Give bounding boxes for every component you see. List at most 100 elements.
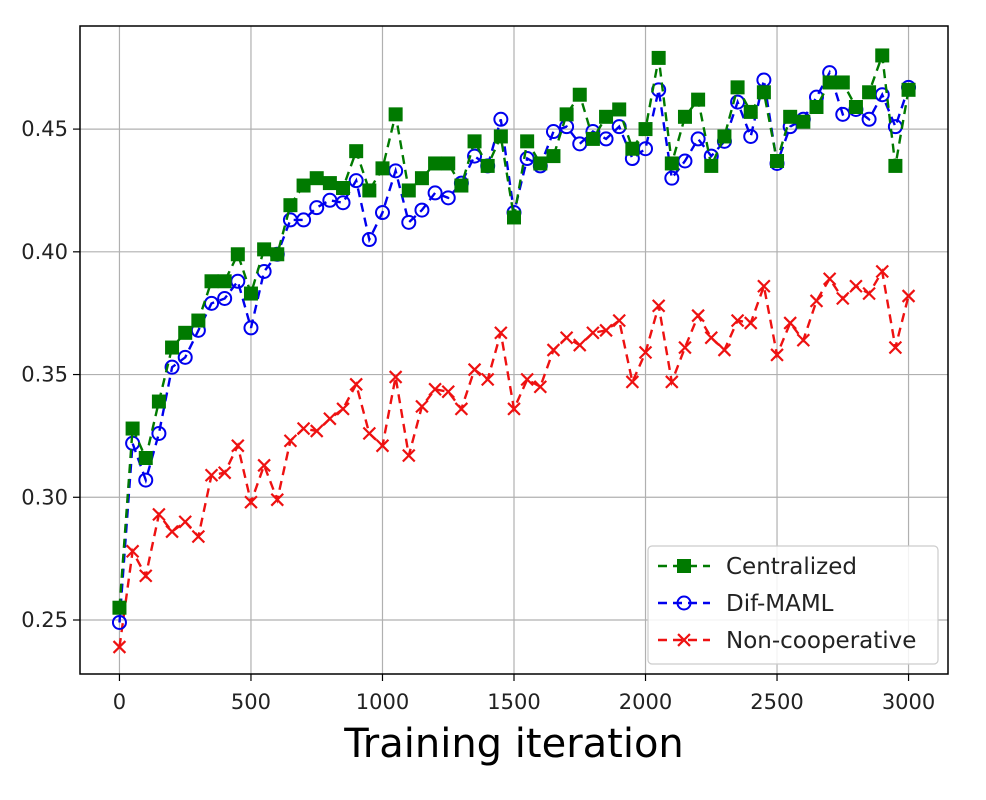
x-tick-label: 2000 xyxy=(619,690,672,714)
data-point xyxy=(651,50,666,65)
data-point xyxy=(335,195,351,211)
data-point xyxy=(230,247,245,262)
data-point xyxy=(717,343,732,357)
data-point xyxy=(849,279,863,293)
data-point xyxy=(349,377,363,392)
data-point xyxy=(835,75,850,90)
data-point xyxy=(546,149,561,164)
data-point xyxy=(217,290,233,306)
data-point xyxy=(743,104,758,119)
data-point xyxy=(139,569,153,583)
data-point xyxy=(388,107,403,122)
data-point xyxy=(441,384,455,399)
data-point xyxy=(401,183,416,198)
data-point xyxy=(861,111,877,127)
data-point xyxy=(730,94,746,110)
data-point xyxy=(309,424,324,438)
data-point xyxy=(533,380,548,394)
data-point xyxy=(888,158,903,173)
data-point xyxy=(112,640,127,654)
data-point xyxy=(374,205,390,221)
data-point xyxy=(690,131,706,147)
data-point xyxy=(494,326,508,340)
data-point xyxy=(467,362,482,377)
data-point xyxy=(836,291,850,306)
data-point xyxy=(665,375,679,389)
data-point xyxy=(796,114,811,129)
data-point xyxy=(743,316,758,330)
data-point xyxy=(388,370,403,384)
data-point xyxy=(809,294,824,308)
data-point xyxy=(493,129,508,144)
data-point xyxy=(165,340,180,355)
data-point xyxy=(493,111,509,127)
data-point xyxy=(296,421,311,436)
data-point xyxy=(796,333,811,347)
data-point xyxy=(625,375,640,389)
data-point xyxy=(586,326,600,340)
data-point xyxy=(283,198,298,213)
data-point xyxy=(612,313,626,328)
legend-label: Non-cooperative xyxy=(726,628,916,654)
data-point xyxy=(309,200,325,216)
data-point xyxy=(164,359,180,375)
data-point xyxy=(270,247,285,262)
data-point xyxy=(677,109,692,124)
data-point xyxy=(414,202,430,218)
data-point xyxy=(612,102,627,117)
data-point xyxy=(559,107,574,122)
y-tick-label: 0.40 xyxy=(21,240,68,264)
data-point xyxy=(507,402,521,416)
data-point xyxy=(349,144,364,159)
data-point xyxy=(112,600,127,615)
data-point xyxy=(678,340,692,355)
data-point xyxy=(467,134,482,149)
data-point xyxy=(151,394,166,409)
data-point xyxy=(545,124,561,140)
data-point xyxy=(191,529,206,544)
data-point xyxy=(415,399,429,414)
data-point xyxy=(257,242,272,257)
legend-item: Non-cooperative xyxy=(658,628,916,654)
data-point xyxy=(348,173,364,189)
series-non-cooperative xyxy=(112,264,916,654)
data-point xyxy=(809,100,824,114)
y-tick-label: 0.30 xyxy=(21,485,68,509)
data-point xyxy=(402,448,416,463)
data-point xyxy=(756,85,771,100)
tick-layer: 0 500 1000 1500 2000 2500 3000 0.25 0.30 0.35 0.40… xyxy=(21,117,935,714)
data-point xyxy=(178,325,193,340)
y-tick-label: 0.45 xyxy=(21,117,68,141)
data-point xyxy=(204,274,219,289)
data-point xyxy=(783,316,797,330)
data-point xyxy=(125,421,140,436)
data-point xyxy=(480,372,495,387)
data-point xyxy=(717,129,732,144)
data-point xyxy=(770,348,784,362)
data-point xyxy=(533,156,548,171)
data-point xyxy=(283,434,298,448)
data-point xyxy=(520,134,535,149)
data-point xyxy=(559,330,574,345)
series-centralized xyxy=(112,48,916,615)
data-point xyxy=(428,382,442,397)
data-point xyxy=(151,425,167,441)
data-point xyxy=(901,289,916,303)
data-point xyxy=(848,100,863,114)
data-point xyxy=(296,178,311,193)
data-point xyxy=(243,286,258,301)
data-point xyxy=(599,323,613,338)
data-point xyxy=(757,279,771,293)
data-point xyxy=(704,330,719,345)
data-point xyxy=(520,372,534,387)
data-point xyxy=(401,214,417,230)
data-point xyxy=(204,468,219,482)
data-point xyxy=(375,161,390,176)
data-point xyxy=(244,495,258,509)
data-point xyxy=(375,438,390,453)
x-tick-label: 1500 xyxy=(487,690,540,714)
data-point xyxy=(888,340,903,355)
data-point xyxy=(454,178,469,193)
data-point xyxy=(441,156,456,171)
data-point xyxy=(323,411,337,426)
